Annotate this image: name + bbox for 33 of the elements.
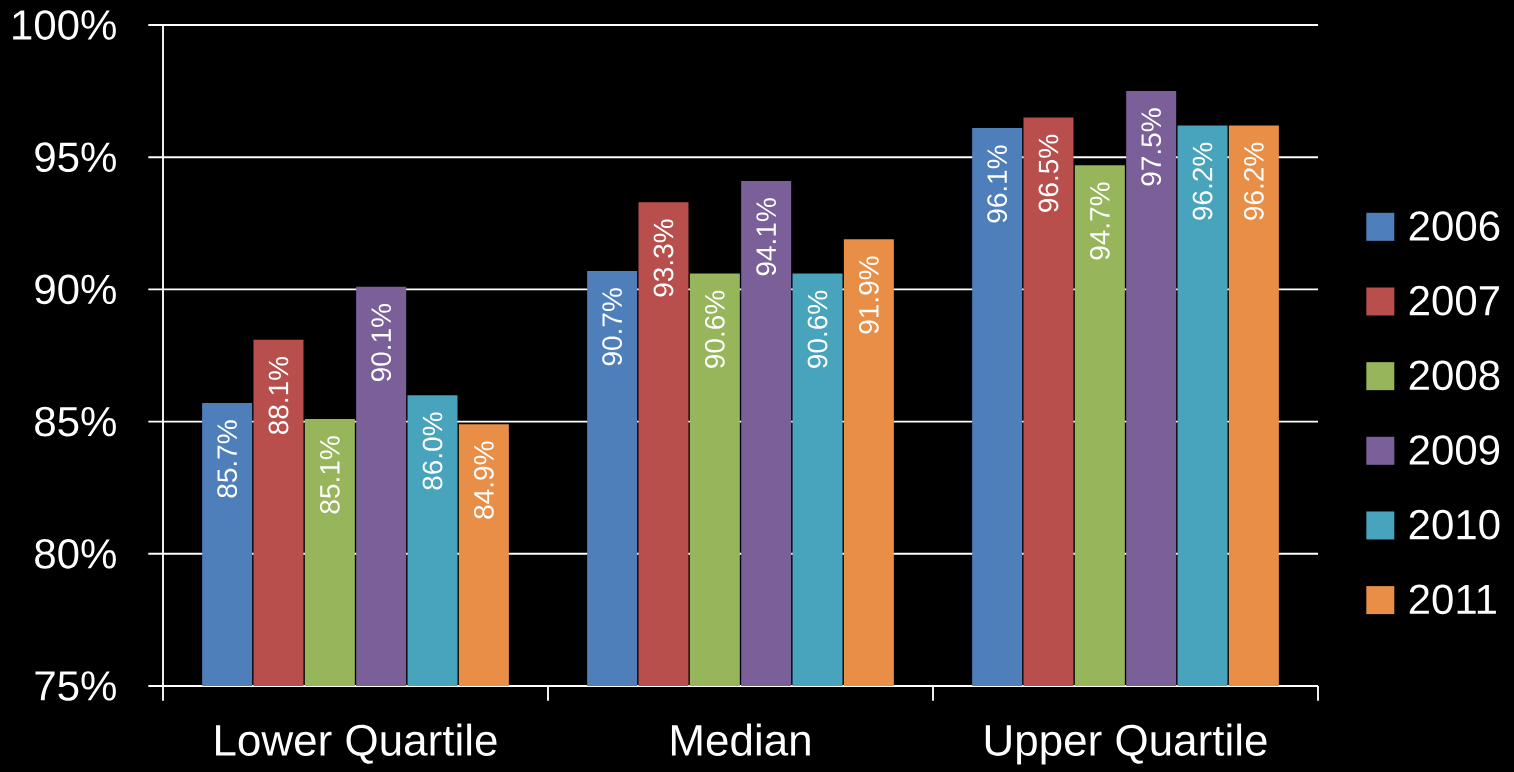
data-label: 86.0%	[422, 412, 443, 490]
data-label: 96.2%	[1243, 142, 1264, 220]
data-label: 96.1%	[987, 145, 1008, 223]
data-label: 88.1%	[268, 356, 289, 435]
legend-label: 2009	[1409, 435, 1500, 465]
x-tick-label: Upper Quartile	[985, 723, 1267, 765]
data-label: 90.7%	[602, 288, 623, 366]
data-label: 84.9%	[473, 441, 494, 519]
legend-label: 2011	[1409, 584, 1496, 615]
data-label: 91.9%	[858, 256, 879, 334]
data-label: 90.6%	[704, 290, 725, 368]
data-label: 90.1%	[371, 304, 392, 382]
legend-label: 2007	[1409, 285, 1499, 316]
data-label: 96.5%	[1038, 134, 1059, 212]
x-tick-label: Lower Quartile	[216, 723, 497, 764]
x-tick-label: Median	[671, 723, 810, 756]
y-tick-label: 90%	[35, 274, 116, 305]
y-tick-label: 100%	[13, 10, 116, 40]
data-label: 94.7%	[1089, 182, 1110, 260]
data-label: 85.7%	[217, 420, 238, 498]
legend-label: 2006	[1409, 211, 1500, 241]
data-label: 94.1%	[756, 198, 777, 276]
y-tick-label: 85%	[35, 406, 116, 437]
legend-label: 2008	[1409, 360, 1500, 391]
y-tick-label: 75%	[35, 671, 116, 701]
data-label: 85.1%	[319, 436, 340, 514]
data-label: 97.5%	[1141, 108, 1162, 186]
data-label: 96.2%	[1192, 142, 1213, 220]
legend-label: 2010	[1409, 509, 1500, 540]
data-label: 90.6%	[807, 290, 828, 368]
y-tick-label: 95%	[35, 142, 116, 173]
data-label: 93.3%	[653, 219, 674, 297]
y-tick-label: 80%	[35, 538, 116, 569]
